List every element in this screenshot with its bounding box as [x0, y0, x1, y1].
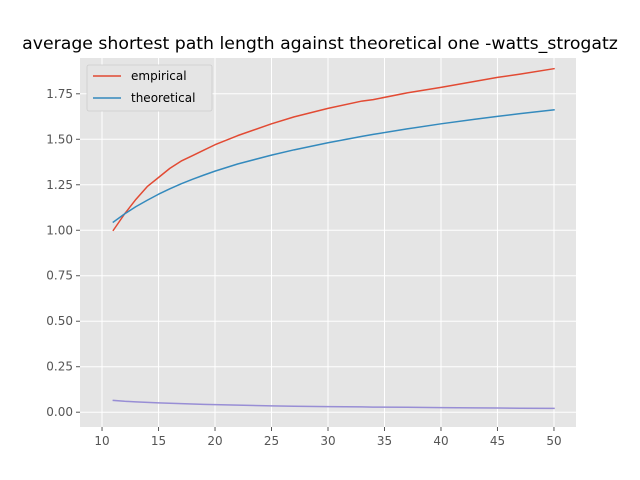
x-tick-label: 10	[94, 434, 109, 448]
y-tick-label: 0.00	[46, 405, 73, 419]
x-axis: 10 15 20 25 30 35 40 45 50	[94, 427, 562, 448]
y-tick-label: 1.00	[46, 223, 73, 237]
x-tick-label: 25	[264, 434, 279, 448]
x-tick-label: 50	[546, 434, 561, 448]
series-lines	[112, 67, 555, 410]
y-tick-label: 0.50	[46, 314, 73, 328]
y-tick-label: 1.75	[46, 87, 73, 101]
x-tick-label: 30	[320, 434, 335, 448]
series-line-empirical	[112, 67, 555, 232]
chart-title: average shortest path length against the…	[22, 34, 618, 54]
y-tick-label: 1.25	[46, 178, 73, 192]
y-tick-label: 0.75	[46, 269, 73, 283]
x-tick-label: 20	[207, 434, 222, 448]
y-tick-label: 1.50	[46, 132, 73, 146]
legend: empirical theoretical	[86, 64, 213, 112]
x-tick-label: 40	[433, 434, 448, 448]
series-line-unnamed	[112, 399, 555, 410]
x-tick-label: 45	[490, 434, 505, 448]
series-line-theoretical	[112, 108, 555, 224]
x-tick-label: 15	[151, 434, 166, 448]
x-tick-label: 35	[377, 434, 392, 448]
y-axis: 0.00 0.25 0.50 0.75 1.00 1.25 1.50 1.75	[46, 87, 80, 419]
y-tick-label: 0.25	[46, 360, 73, 374]
legend-label-theoretical: theoretical	[131, 91, 195, 105]
grid-lines	[80, 58, 576, 427]
legend-label-empirical: empirical	[131, 69, 187, 83]
